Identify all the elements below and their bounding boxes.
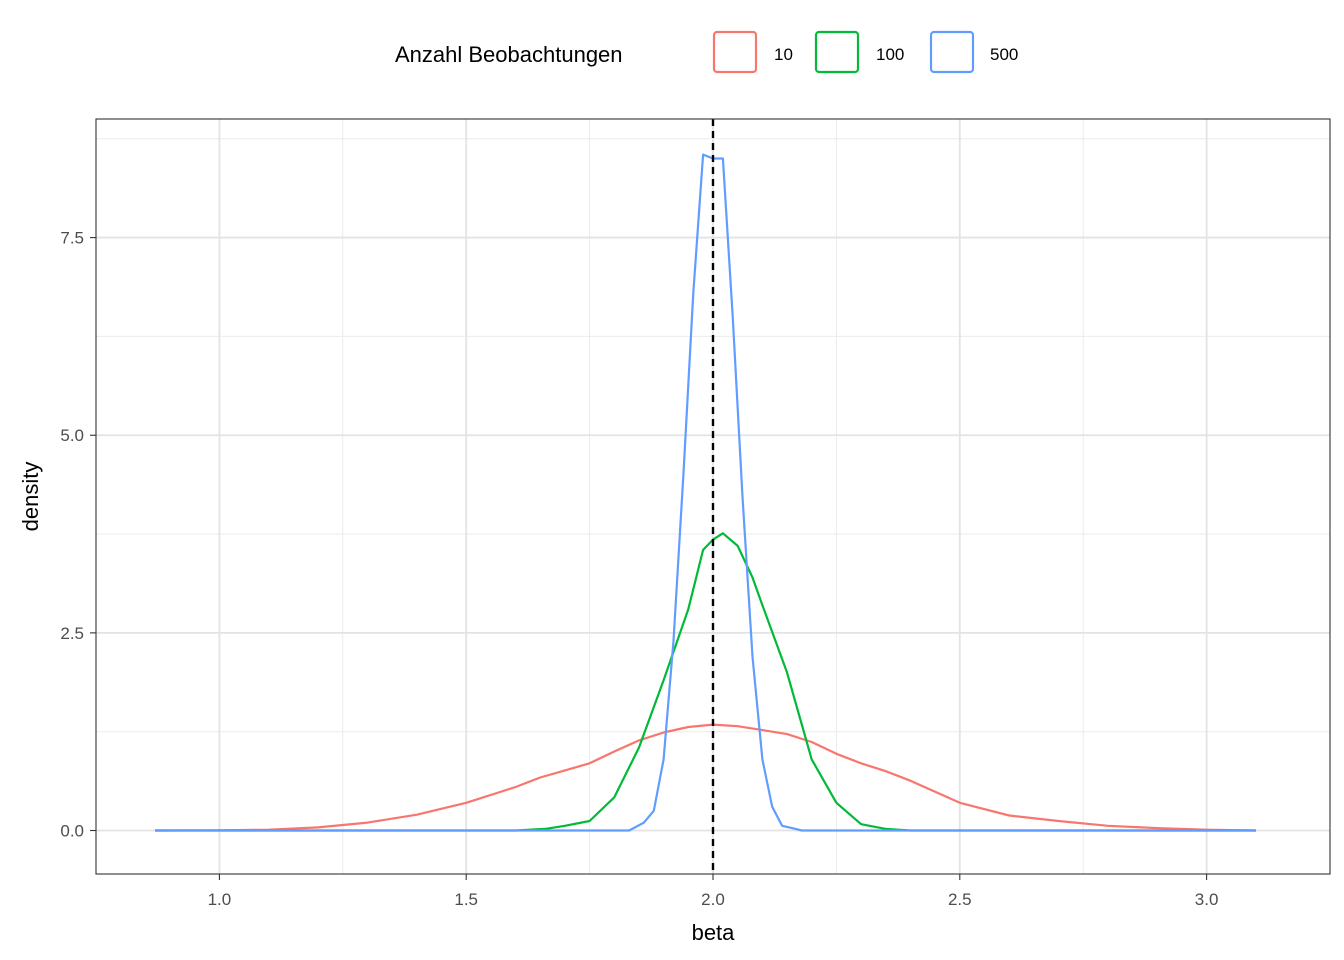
y-axis: 0.0 2.5 5.0 7.5 [60, 229, 96, 841]
legend-label-100: 100 [876, 45, 904, 64]
y-axis-title: density [18, 462, 43, 532]
x-tick-label: 2.0 [701, 890, 725, 909]
y-tick-label: 5.0 [60, 426, 84, 445]
x-axis-title: beta [692, 920, 736, 945]
legend-label-10: 10 [774, 45, 793, 64]
legend: Anzahl Beobachtungen 10 100 500 [395, 30, 1018, 74]
y-tick-label: 2.5 [60, 624, 84, 643]
x-tick-label: 1.5 [454, 890, 478, 909]
legend-key-10 [712, 30, 758, 74]
x-tick-label: 1.0 [208, 890, 232, 909]
x-tick-label: 3.0 [1195, 890, 1219, 909]
y-tick-label: 7.5 [60, 229, 84, 248]
y-tick-label: 0.0 [60, 822, 84, 841]
series-line-500 [155, 153, 1256, 832]
legend-key-100 [814, 30, 860, 74]
x-axis: 1.0 1.5 2.0 2.5 3.0 [208, 874, 1219, 909]
x-tick-label: 2.5 [948, 890, 972, 909]
legend-title: Anzahl Beobachtungen [395, 42, 623, 67]
series-line-100 [155, 532, 1256, 832]
legend-key-500 [929, 30, 975, 74]
legend-label-500: 500 [990, 45, 1018, 64]
